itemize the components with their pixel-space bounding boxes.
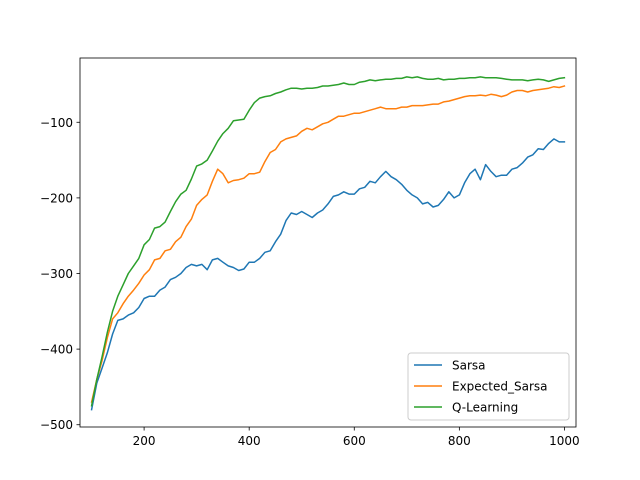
y-tick-label: −500 xyxy=(40,418,73,432)
x-tick-label: 800 xyxy=(448,434,471,448)
x-tick-label: 1000 xyxy=(549,434,580,448)
series-line-1 xyxy=(90,85,566,403)
y-tick-label: −100 xyxy=(40,116,73,130)
y-tick-label: −400 xyxy=(40,343,73,357)
x-axis: 200 400 600 800 1000 xyxy=(133,427,580,448)
legend-label-1: Expected_Sarsa xyxy=(452,380,548,394)
y-axis: −500 −400 −300 −200 −100 xyxy=(40,116,80,432)
series-line-0 xyxy=(90,138,566,411)
y-tick-label: −300 xyxy=(40,267,73,281)
x-tick-label: 600 xyxy=(343,434,366,448)
x-tick-label: 400 xyxy=(238,434,261,448)
series-layer xyxy=(90,76,566,411)
series-line-2 xyxy=(90,76,566,407)
legend-label-2: Q-Learning xyxy=(452,401,518,415)
plot-frame xyxy=(79,57,577,428)
y-tick-label: −200 xyxy=(40,191,73,205)
x-tick-label: 200 xyxy=(133,434,156,448)
legend-label-0: Sarsa xyxy=(452,359,486,373)
legend: Sarsa Expected_Sarsa Q-Learning xyxy=(407,352,570,421)
legend-box xyxy=(407,352,570,421)
